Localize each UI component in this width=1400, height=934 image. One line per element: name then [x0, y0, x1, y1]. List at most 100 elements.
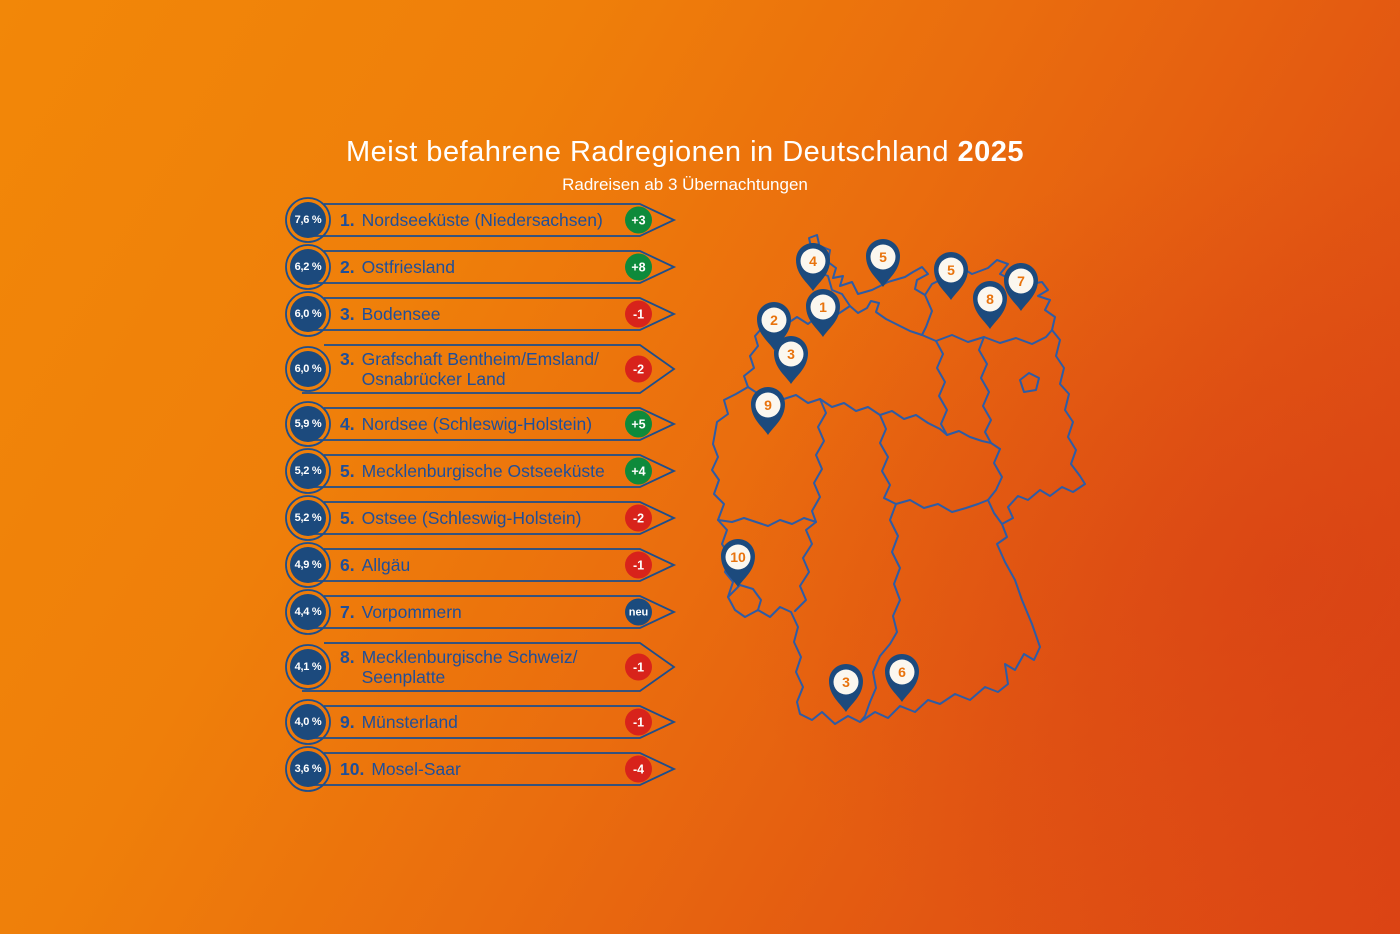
region-label: 5. Mecklenburgische Ostseeküste	[340, 453, 605, 489]
change-badge: -1	[625, 653, 652, 681]
rank-number: 10.	[340, 759, 365, 779]
ranking-list: 7,6 % 1. Nordseeküste (Niedersachsen) +3 …	[285, 0, 680, 934]
change-badge: -2	[625, 355, 652, 383]
share-badge: 5,9 %	[290, 406, 326, 442]
map-pin: 3	[829, 664, 863, 712]
berlin-outline	[1019, 372, 1040, 393]
change-badge: +5	[625, 410, 652, 438]
ranking-row: 3,6 % 10. Mosel-Saar -4	[285, 746, 678, 792]
region-name: Mecklenburgische Schweiz/Seenplatte	[361, 647, 578, 687]
region-label: 3. Bodensee	[340, 296, 440, 332]
rank-number: 1.	[340, 210, 355, 230]
map-pin: 3	[774, 336, 808, 384]
banner-arrow-outline	[285, 448, 677, 494]
banner-arrow-outline	[285, 197, 677, 243]
banner-arrow-outline	[285, 589, 677, 635]
page-title: Meist befahrene Radregionen in Deutschla…	[345, 136, 1025, 168]
rank-number: 5.	[340, 461, 355, 481]
region-name: Mecklenburgische Ostseeküste	[361, 461, 605, 481]
region-name: Nordsee (Schleswig-Holstein)	[361, 414, 593, 434]
share-badge: 6,0 %	[290, 296, 326, 332]
rank-number: 9.	[340, 712, 355, 732]
ranking-row: 6,2 % 2. Ostfriesland +8	[285, 244, 678, 290]
banner-arrow-outline	[285, 746, 677, 792]
region-label: 2. Ostfriesland	[340, 249, 455, 285]
state-borders	[717, 294, 1053, 723]
change-badge: -4	[625, 755, 652, 783]
share-badge: 5,2 %	[290, 500, 326, 536]
map-pin: 10	[721, 539, 755, 587]
region-name: Münsterland	[361, 712, 458, 732]
ranking-row: 5,2 % 5. Mecklenburgische Ostseeküste +4	[285, 448, 678, 494]
banner-arrow-outline	[285, 542, 677, 588]
share-badge: 5,2 %	[290, 453, 326, 489]
pin-number: 3	[787, 346, 795, 362]
banner-arrow-outline	[285, 344, 676, 394]
map-pin: 5	[866, 239, 900, 287]
region-label: 3. Grafschaft Bentheim/Emsland/Osnabrücke…	[340, 343, 599, 389]
pin-number: 7	[1017, 273, 1025, 289]
rank-number: 2.	[340, 257, 355, 277]
share-badge: 7,6 %	[290, 202, 326, 238]
title-block: Meist befahrene Radregionen in Deutschla…	[280, 136, 1090, 195]
region-name: Grafschaft Bentheim/Emsland/Osnabrücker …	[361, 349, 599, 389]
region-label: 9. Münsterland	[340, 704, 458, 740]
share-badge: 4,0 %	[290, 704, 326, 740]
change-badge: +3	[625, 206, 652, 234]
banner-arrow-outline	[285, 244, 677, 290]
map-pin: 2	[757, 302, 791, 350]
pin-number: 3	[842, 674, 850, 690]
pin-number: 1	[819, 299, 827, 315]
share-badge: 4,9 %	[290, 547, 326, 583]
pin-number: 5	[947, 262, 955, 278]
ranking-row: 4,4 % 7. Vorpommern neu	[285, 589, 678, 635]
region-name: Ostsee (Schleswig-Holstein)	[361, 508, 582, 528]
region-label: 1. Nordseeküste (Niedersachsen)	[340, 202, 603, 238]
change-badge: neu	[625, 598, 652, 626]
ranking-row: 6,0 % 3. Bodensee -1	[285, 291, 678, 337]
ranking-row: 4,9 % 6. Allgäu -1	[285, 542, 678, 588]
pin-number: 10	[730, 549, 746, 565]
rank-number: 3.	[340, 349, 355, 369]
ranking-row: 4,0 % 9. Münsterland -1	[285, 699, 678, 745]
saarland-outline	[727, 584, 762, 611]
ranking-row: 5,9 % 4. Nordsee (Schleswig-Holstein) +5	[285, 401, 678, 447]
rank-number: 6.	[340, 555, 355, 575]
region-name: Ostfriesland	[361, 257, 455, 277]
pin-number: 4	[809, 253, 817, 269]
title-year: 2025	[957, 136, 1025, 168]
ranking-row: 5,2 % 5. Ostsee (Schleswig-Holstein) -2	[285, 495, 678, 541]
banner-arrow-outline	[285, 291, 677, 337]
rank-number: 5.	[340, 508, 355, 528]
change-badge: -1	[625, 551, 652, 579]
page-subtitle: Radreisen ab 3 Übernachtungen	[562, 175, 808, 194]
share-badge: 4,4 %	[290, 594, 326, 630]
map-pin: 9	[751, 387, 785, 435]
map-pin: 7	[1004, 263, 1038, 311]
map-pin: 6	[885, 654, 919, 702]
rank-number: 4.	[340, 414, 355, 434]
map-pin: 4	[796, 243, 830, 291]
change-badge: -1	[625, 708, 652, 736]
region-name: Vorpommern	[361, 602, 462, 622]
region-label: 8. Mecklenburgische Schweiz/Seenplatte	[340, 641, 578, 687]
banner-arrow-outline	[285, 699, 677, 745]
country-outline	[711, 245, 1086, 725]
germany-map: 4 5 5 7 8 1 2 3 9 10 3 6	[700, 232, 1100, 777]
ranking-row: 7,6 % 1. Nordseeküste (Niedersachsen) +3	[285, 197, 678, 243]
region-name: Bodensee	[361, 304, 441, 324]
banner-arrow-outline	[285, 401, 677, 447]
map-pin: 5	[934, 252, 968, 300]
region-name: Mosel-Saar	[371, 759, 461, 779]
region-label: 7. Vorpommern	[340, 594, 462, 630]
ranking-row: 6,0 % 3. Grafschaft Bentheim/Emsland/Osna…	[285, 343, 678, 395]
map-pin: 1	[806, 289, 840, 337]
pin-number: 9	[764, 397, 772, 413]
banner-arrow-outline	[285, 642, 676, 692]
region-name: Nordseeküste (Niedersachsen)	[361, 210, 603, 230]
rank-number: 7.	[340, 602, 355, 622]
rank-number: 8.	[340, 647, 355, 667]
pin-number: 5	[879, 249, 887, 265]
ranking-row: 4,1 % 8. Mecklenburgische Schweiz/Seenpla…	[285, 641, 678, 693]
change-badge: -2	[625, 504, 652, 532]
